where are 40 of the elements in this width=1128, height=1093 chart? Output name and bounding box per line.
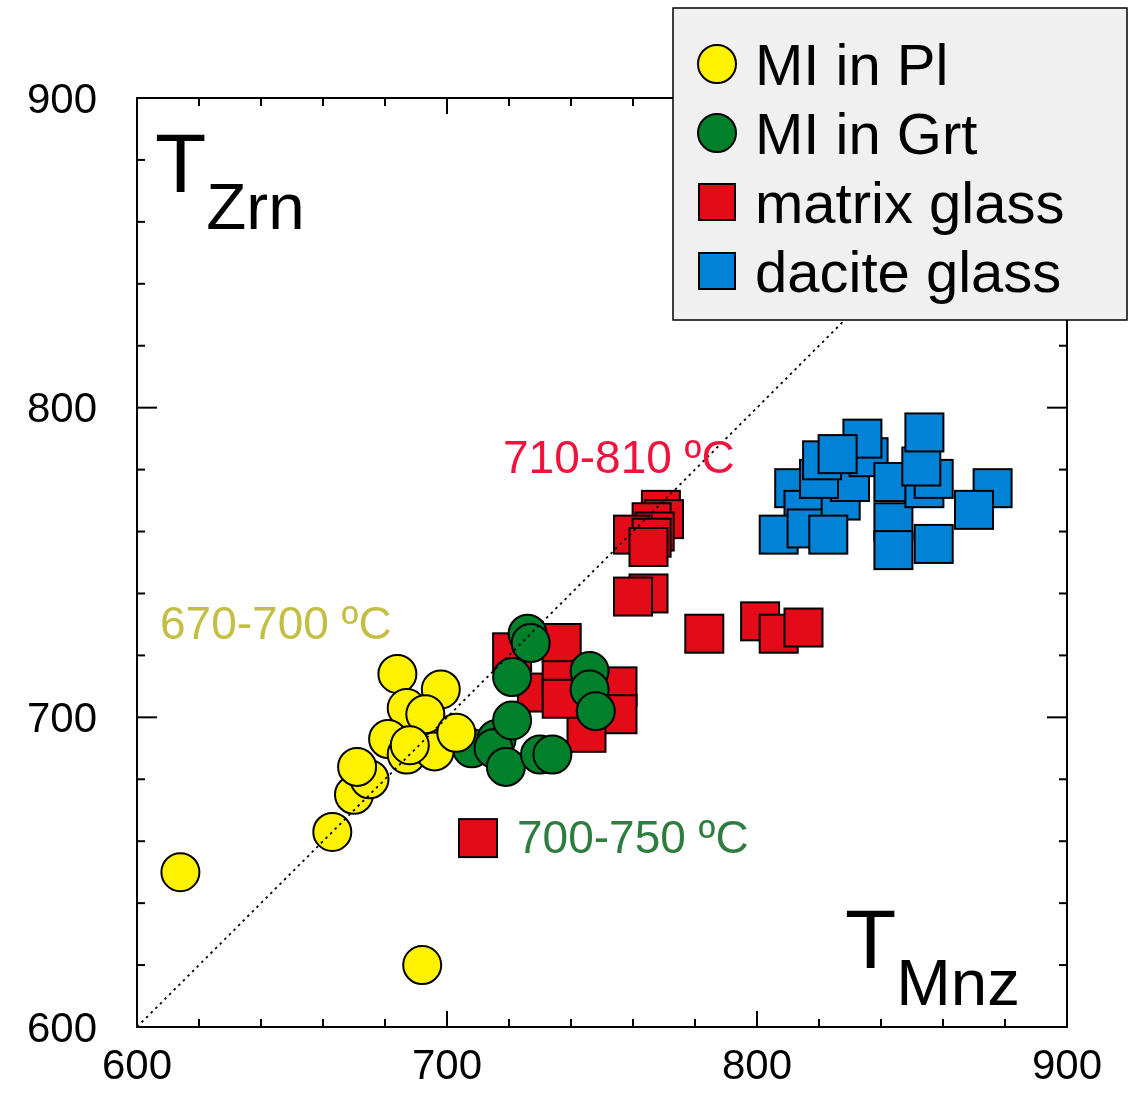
- legend-label: MI in Pl: [755, 31, 949, 97]
- point: [913, 523, 954, 564]
- point: [575, 691, 616, 732]
- point: [492, 657, 533, 698]
- point: [312, 811, 353, 852]
- point: [436, 712, 477, 753]
- y-tick-label: 700: [26, 693, 98, 741]
- point: [485, 746, 526, 787]
- point: [817, 434, 858, 475]
- annotation: 670-700 ºC: [160, 597, 392, 649]
- point: [613, 576, 653, 617]
- legend-label: matrix glass: [755, 169, 1065, 235]
- x-axis-title: T$_{Mnz}$: [845, 892, 1021, 1019]
- x-tick-label: 800: [721, 1041, 793, 1088]
- point: [783, 607, 824, 648]
- annotation: 700-750 ºC: [517, 811, 749, 863]
- point: [873, 530, 914, 571]
- x-tick-label: 900: [1031, 1041, 1103, 1088]
- y-axis-title: T$_{Zrn}$: [155, 116, 305, 243]
- point: [510, 623, 551, 664]
- point: [160, 852, 201, 893]
- point: [337, 746, 378, 787]
- legend-label: MI in Grt: [755, 100, 978, 166]
- point: [389, 725, 430, 766]
- point: [402, 945, 443, 986]
- y-tick-label: 600: [26, 1003, 98, 1051]
- y-tick-label: 900: [26, 74, 98, 122]
- point: [532, 734, 573, 775]
- point: [904, 412, 945, 453]
- point: [458, 818, 498, 859]
- legend-label: dacite glass: [755, 238, 1062, 304]
- point: [684, 613, 725, 654]
- y-tick-label: 800: [26, 384, 98, 432]
- point: [405, 694, 446, 735]
- x-tick-label: 600: [101, 1041, 173, 1088]
- point: [377, 653, 418, 694]
- x-tick-label: 700: [411, 1041, 483, 1088]
- point: [954, 489, 994, 530]
- annotation: 710-810 ºC: [503, 431, 735, 483]
- point: [808, 514, 849, 555]
